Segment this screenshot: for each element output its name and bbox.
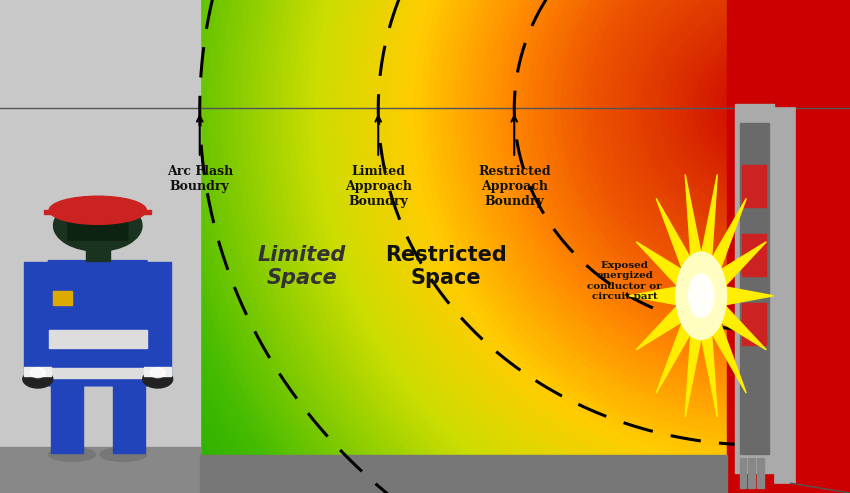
Ellipse shape <box>441 0 850 435</box>
Ellipse shape <box>195 0 850 493</box>
Ellipse shape <box>627 0 850 245</box>
Ellipse shape <box>42 0 850 493</box>
Ellipse shape <box>507 0 850 367</box>
Ellipse shape <box>401 0 850 476</box>
Ellipse shape <box>581 0 850 292</box>
Ellipse shape <box>422 0 850 456</box>
Ellipse shape <box>621 0 850 251</box>
Ellipse shape <box>554 0 850 319</box>
Ellipse shape <box>62 0 850 493</box>
Ellipse shape <box>49 196 146 224</box>
Ellipse shape <box>701 47 820 170</box>
Ellipse shape <box>448 0 850 428</box>
Ellipse shape <box>434 0 850 442</box>
Bar <box>53 291 71 305</box>
Ellipse shape <box>228 0 850 493</box>
FancyBboxPatch shape <box>68 220 128 240</box>
Ellipse shape <box>615 0 850 258</box>
Ellipse shape <box>361 0 850 493</box>
Ellipse shape <box>481 0 850 394</box>
Bar <box>742 303 766 345</box>
Ellipse shape <box>215 0 850 493</box>
Ellipse shape <box>455 0 850 422</box>
Ellipse shape <box>388 0 850 490</box>
Bar <box>48 368 146 378</box>
Ellipse shape <box>348 0 850 493</box>
Ellipse shape <box>281 0 850 493</box>
Ellipse shape <box>135 0 850 493</box>
Ellipse shape <box>335 0 850 493</box>
Bar <box>51 375 83 453</box>
Ellipse shape <box>288 0 850 493</box>
Ellipse shape <box>302 0 850 493</box>
Ellipse shape <box>8 0 850 493</box>
Ellipse shape <box>394 0 850 483</box>
Ellipse shape <box>541 0 850 333</box>
Ellipse shape <box>88 0 850 493</box>
Ellipse shape <box>734 81 787 136</box>
Text: Exposed
energized
conductor or
circuit part: Exposed energized conductor or circuit p… <box>587 261 662 301</box>
Ellipse shape <box>547 0 850 326</box>
Ellipse shape <box>22 0 850 493</box>
Bar <box>144 367 171 376</box>
Ellipse shape <box>314 0 850 493</box>
Ellipse shape <box>382 0 850 493</box>
Ellipse shape <box>721 68 801 149</box>
Ellipse shape <box>415 0 850 462</box>
Ellipse shape <box>354 0 850 493</box>
Bar <box>742 234 766 276</box>
Ellipse shape <box>528 0 850 347</box>
Bar <box>727 0 850 493</box>
Ellipse shape <box>462 0 850 415</box>
Ellipse shape <box>31 368 46 378</box>
Bar <box>0 0 200 493</box>
Ellipse shape <box>474 0 850 401</box>
Ellipse shape <box>728 74 794 142</box>
Ellipse shape <box>255 0 850 493</box>
Ellipse shape <box>48 448 95 461</box>
Bar <box>86 245 110 261</box>
Polygon shape <box>629 175 774 417</box>
Ellipse shape <box>95 0 850 493</box>
Bar <box>0 447 200 493</box>
Ellipse shape <box>155 0 850 493</box>
Ellipse shape <box>115 0 850 493</box>
Ellipse shape <box>514 0 850 360</box>
Ellipse shape <box>575 0 850 299</box>
Bar <box>740 458 746 488</box>
Ellipse shape <box>688 274 714 317</box>
Bar <box>48 330 146 339</box>
Ellipse shape <box>201 0 850 493</box>
Ellipse shape <box>328 0 850 493</box>
Ellipse shape <box>634 0 850 238</box>
Ellipse shape <box>262 0 850 493</box>
Text: Restricted
Space: Restricted Space <box>385 245 507 288</box>
Ellipse shape <box>122 0 850 493</box>
Ellipse shape <box>694 40 827 176</box>
Ellipse shape <box>368 0 850 493</box>
Ellipse shape <box>235 0 850 493</box>
Ellipse shape <box>149 0 850 493</box>
Ellipse shape <box>308 0 850 493</box>
Ellipse shape <box>109 0 850 493</box>
Ellipse shape <box>150 368 165 378</box>
Ellipse shape <box>48 0 850 493</box>
Ellipse shape <box>222 0 850 493</box>
Ellipse shape <box>142 0 850 493</box>
Ellipse shape <box>102 0 850 493</box>
Ellipse shape <box>741 88 780 129</box>
Ellipse shape <box>162 0 850 493</box>
Ellipse shape <box>707 54 814 163</box>
Ellipse shape <box>754 102 768 115</box>
Ellipse shape <box>75 0 850 493</box>
Bar <box>742 165 766 207</box>
Ellipse shape <box>561 0 850 313</box>
Ellipse shape <box>375 0 850 493</box>
Bar <box>748 458 755 488</box>
Ellipse shape <box>428 0 850 449</box>
Ellipse shape <box>35 0 850 493</box>
